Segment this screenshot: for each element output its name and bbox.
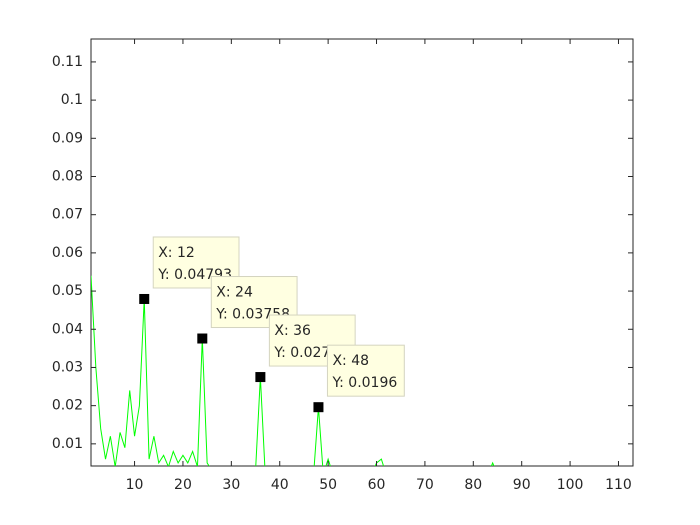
x-tick-label: 30 [222,477,240,493]
x-tick-label: 110 [605,477,632,493]
y-tick-label: 0.06 [52,245,83,261]
line [91,275,495,466]
data-tip-x: X: 12 [158,245,195,261]
y-tick-label: 0.04 [52,321,83,337]
data-tip-x: X: 48 [332,353,369,369]
x-tick-label: 10 [126,477,144,493]
x-tick-label: 90 [513,477,531,493]
data-tip-marker [313,402,324,413]
x-tick-label: 70 [416,477,434,493]
x-tick-label: 100 [557,477,584,493]
data-tip-marker [139,293,150,304]
data-tip: X: 48 Y: 0.0196 [326,344,405,397]
data-tip-y: Y: 0.0196 [331,375,397,391]
data-tip-marker [197,333,208,344]
data-tip-box [326,344,405,397]
y-tick-label: 0.01 [52,436,83,452]
data-tip-marker [255,372,266,383]
x-tick-label: 60 [368,477,386,493]
y-tick-label: 0.05 [52,283,83,299]
x-tick-label: 40 [271,477,289,493]
y-tick-label: 0.03 [52,359,83,375]
data-tip-x: X: 24 [216,285,253,301]
y-tick-label: 0.02 [52,398,83,414]
y-tick-label: 0.08 [52,168,83,184]
x-tick-label: 80 [464,477,482,493]
x-tick-label: 20 [174,477,192,493]
y-tick-label: 0.09 [52,130,83,146]
x-tick-label: 50 [319,477,337,493]
y-tick-label: 0.1 [61,92,83,108]
plot-area [91,275,495,466]
y-tick-label: 0.11 [52,54,83,70]
data-tip-x: X: 36 [274,323,311,339]
y-tick-label: 0.07 [52,207,83,223]
